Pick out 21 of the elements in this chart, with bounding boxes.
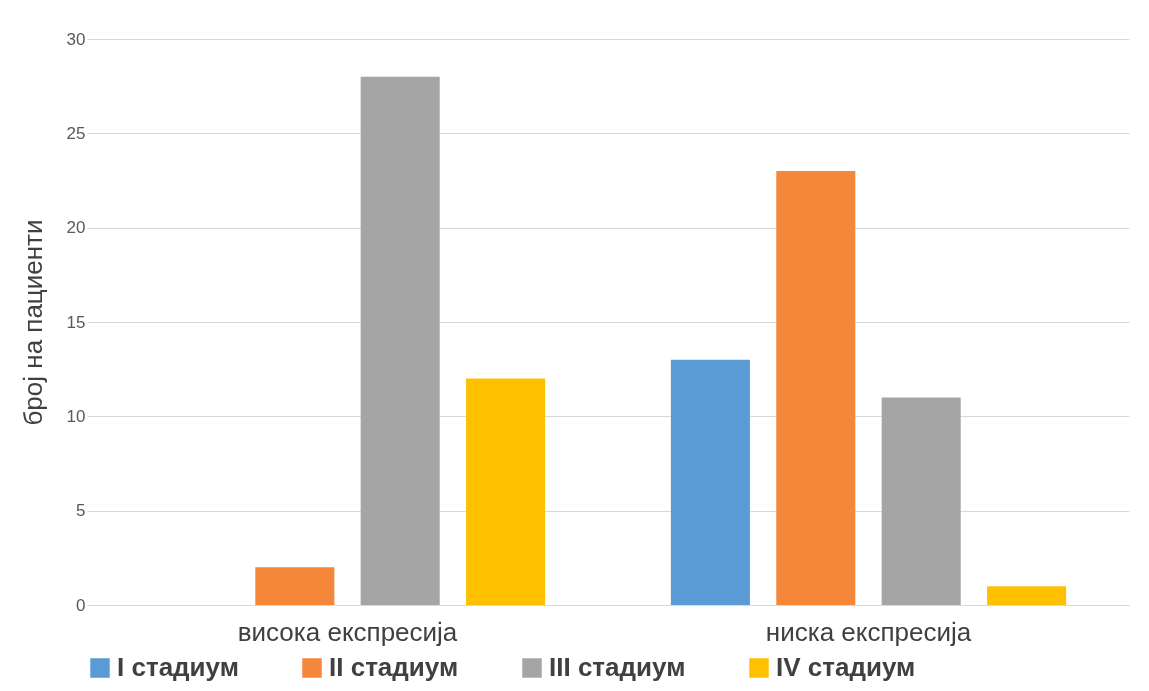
bar: [360, 76, 440, 605]
bar: [255, 567, 335, 605]
y-tick-label: 25: [66, 123, 86, 143]
bar: [881, 397, 961, 605]
y-tick-label: 5: [76, 501, 86, 521]
x-tick-label: ниска експресија: [765, 616, 972, 647]
bar: [466, 378, 546, 605]
y-tick-label: 20: [66, 218, 86, 238]
bar: [776, 171, 856, 605]
legend-label: I стадиум: [117, 652, 239, 682]
y-tick-label: 30: [66, 29, 86, 49]
legend-label: II стадиум: [329, 652, 459, 682]
y-tick-label: 10: [66, 406, 86, 426]
legend-label: IV стадиум: [776, 652, 916, 682]
y-tick-label: 0: [76, 595, 86, 615]
x-tick-label: висока експресија: [237, 616, 458, 647]
legend-label: III стадиум: [549, 652, 686, 682]
y-axis-title: број на пациенти: [17, 219, 48, 426]
y-tick-label: 15: [66, 312, 86, 332]
bar: [670, 359, 750, 605]
bar: [987, 586, 1067, 605]
